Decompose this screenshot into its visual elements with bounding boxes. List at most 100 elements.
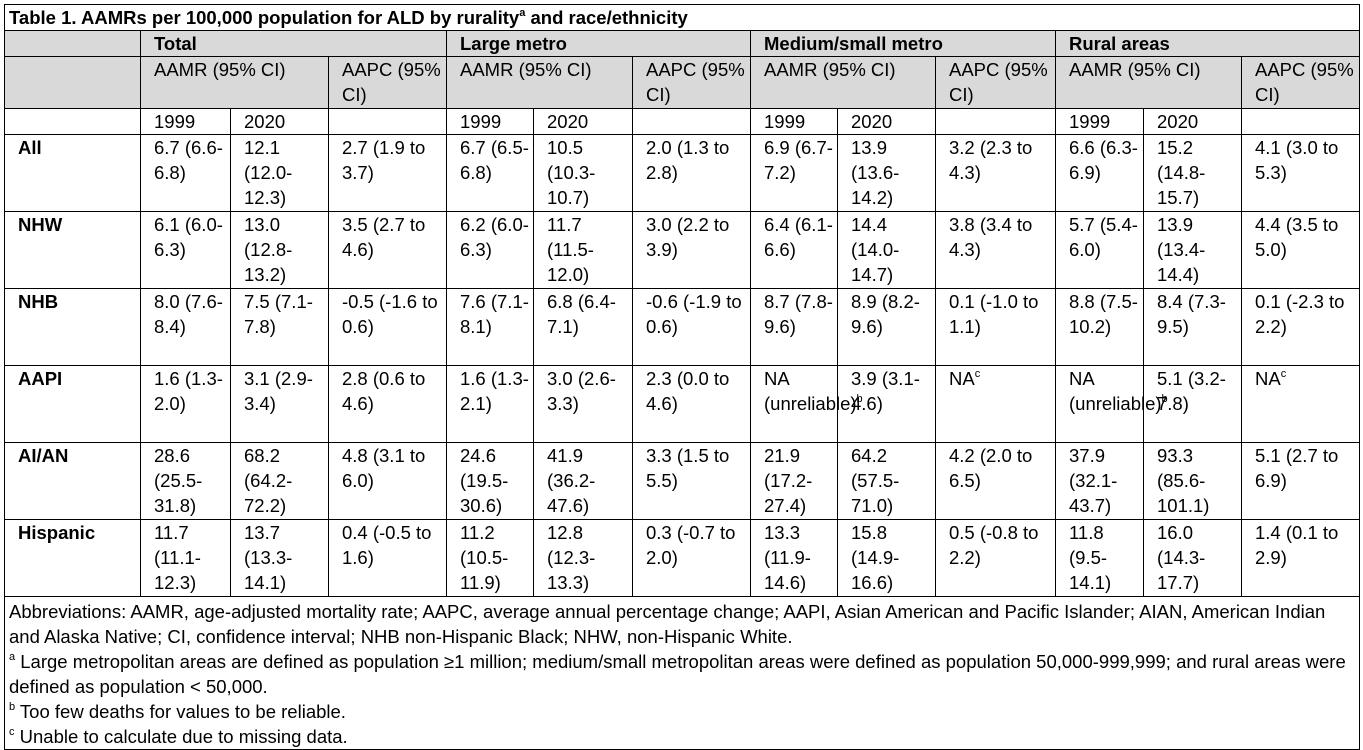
year-2020: 2020 — [230, 108, 329, 135]
footnote-a-text: Large metropolitan areas are defined as … — [9, 651, 1346, 697]
table-cell: 15.8 (14.9-16.6) — [837, 519, 936, 597]
table-cell: 8.7 (7.8-9.6) — [750, 288, 838, 366]
table-container: Table 1. AAMRs per 100,000 population fo… — [3, 4, 1361, 750]
table-cell: 6.4 (6.1-6.6) — [750, 211, 838, 289]
cell-value: 0.1 (-2.3 to 2.2) — [1255, 291, 1345, 337]
footnote-b-mark: b — [9, 700, 16, 713]
cell-value: -0.5 (-1.6 to 0.6) — [342, 291, 438, 337]
cell-value: 13.3 (11.9-14.6) — [764, 522, 811, 593]
table-cell: 21.9 (17.2-27.4) — [750, 442, 838, 520]
group-header-large-metro: Large metro — [446, 30, 751, 57]
cell-value: 6.7 (6.6-6.8) — [154, 137, 223, 183]
table-cell: NA (unreliable)b — [1055, 365, 1168, 443]
year-empty — [4, 108, 141, 135]
cell-value: 8.8 (7.5-10.2) — [1069, 291, 1138, 337]
table-cell: 13.0 (12.8-13.2) — [230, 211, 329, 289]
cell-value: 13.0 (12.8-13.2) — [244, 214, 293, 285]
cell-value: 1.6 (1.3-2.1) — [460, 368, 529, 414]
group-header-total: Total — [140, 30, 447, 57]
footnote-b-text: Too few deaths for values to be reliable… — [15, 701, 346, 722]
footnote-abbreviations: Abbreviations: AAMR, age-adjusted mortal… — [9, 601, 1326, 647]
cell-value: NA (unreliable) — [764, 368, 857, 414]
year-empty — [632, 108, 751, 135]
row-label: AAPI — [4, 365, 141, 443]
cell-value: 6.1 (6.0-6.3) — [154, 214, 223, 260]
cell-value: 5.7 (5.4-6.0) — [1069, 214, 1138, 260]
table-caption: Table 1. AAMRs per 100,000 population fo… — [3, 4, 1361, 31]
table-cell: 2.8 (0.6 to 4.6) — [328, 365, 447, 443]
table-cell: 7.5 (7.1-7.8) — [230, 288, 329, 366]
table-cell: 5.1 (3.2-7.8) — [1143, 365, 1242, 443]
year-2020: 2020 — [533, 108, 633, 135]
table-cell: 6.8 (6.4-7.1) — [533, 288, 633, 366]
cell-value: 3.5 (2.7 to 4.6) — [342, 214, 426, 260]
row-label: All — [4, 134, 141, 212]
table-cell: 2.7 (1.9 to 3.7) — [328, 134, 447, 212]
table-cell: 8.0 (7.6-8.4) — [140, 288, 231, 366]
table-cell: 8.8 (7.5-10.2) — [1055, 288, 1144, 366]
subheader-empty — [4, 56, 141, 109]
year-1999: 1999 — [140, 108, 231, 135]
table-cell: NAc — [935, 365, 1056, 443]
row-label: NHB — [4, 288, 141, 366]
table-row: AI/AN 28.6 (25.5-31.8) 68.2 (64.2-72.2) 4.8… — [4, 442, 1361, 520]
table-cell: 1.6 (1.3-2.0) — [140, 365, 231, 443]
year-1999: 1999 — [1055, 108, 1144, 135]
table-cell: 13.3 (11.9-14.6) — [750, 519, 838, 597]
cell-value: 68.2 (64.2-72.2) — [244, 445, 293, 516]
table-cell: 3.3 (1.5 to 5.5) — [632, 442, 751, 520]
table-cell: 5.7 (5.4-6.0) — [1055, 211, 1144, 289]
table-cell: 0.1 (-2.3 to 2.2) — [1240, 288, 1361, 366]
table-cell: 28.6 (25.5-31.8) — [140, 442, 231, 520]
table-cell: 3.0 (2.6-3.3) — [533, 365, 633, 443]
cell-value: 37.9 (32.1-43.7) — [1069, 445, 1118, 516]
table-cell: 3.2 (2.3 to 4.3) — [935, 134, 1056, 212]
table-cell: 4.4 (3.5 to 5.0) — [1240, 211, 1361, 289]
cell-value: 8.9 (8.2-9.6) — [851, 291, 920, 337]
table-cell: 10.5 (10.3-10.7) — [533, 134, 633, 212]
row-label: AI/AN — [4, 442, 141, 520]
cell-value: 14.4 (14.0-14.7) — [851, 214, 900, 285]
subheader-aamr: AAMR (95% CI) — [446, 56, 633, 109]
cell-value: 13.9 (13.4-14.4) — [1157, 214, 1206, 285]
table-cell: 3.9 (3.1-4.6) — [837, 365, 936, 443]
year-2020: 2020 — [837, 108, 936, 135]
table-cell: 3.8 (3.4 to 4.3) — [935, 211, 1056, 289]
cell-value: 12.1 (12.0-12.3) — [244, 137, 293, 208]
subheader-aamr: AAMR (95% CI) — [140, 56, 329, 109]
table-cell: 16.0 (14.3-17.7) — [1143, 519, 1242, 597]
table-cell: 3.0 (2.2 to 3.9) — [632, 211, 751, 289]
table-cell: 64.2 (57.5-71.0) — [837, 442, 936, 520]
subheader-aapc: AAPC (95% CI) — [328, 56, 447, 109]
subheader-aapc: AAPC (95% CI) — [632, 56, 751, 109]
footnote-c: c Unable to calculate due to missing dat… — [9, 724, 1355, 749]
cell-value: 8.0 (7.6-8.4) — [154, 291, 223, 337]
caption-text: Table 1. AAMRs per 100,000 population fo… — [9, 7, 520, 28]
table-cell: 2.0 (1.3 to 2.8) — [632, 134, 751, 212]
year-empty — [1240, 108, 1361, 135]
table-row: Hispanic 11.7 (11.1-12.3) 13.7 (13.3-14.1)… — [4, 519, 1361, 597]
table-cell: 0.1 (-1.0 to 1.1) — [935, 288, 1056, 366]
table-cell: 5.1 (2.7 to 6.9) — [1240, 442, 1361, 520]
cell-value: NA (unreliable) — [1069, 368, 1162, 414]
table-cell: 13.7 (13.3-14.1) — [230, 519, 329, 597]
cell-value: 3.3 (1.5 to 5.5) — [646, 445, 730, 491]
footnotes-cell: Abbreviations: AAMR, age-adjusted mortal… — [3, 596, 1361, 750]
table-cell: 1.4 (0.1 to 2.9) — [1240, 519, 1361, 597]
group-header-rural: Rural areas — [1054, 30, 1361, 57]
cell-footnote-mark: b — [856, 392, 863, 405]
cell-footnote-mark: b — [1161, 392, 1168, 405]
cell-footnote-mark: c — [974, 367, 981, 380]
table-cell: 6.1 (6.0-6.3) — [140, 211, 231, 289]
table-row: AAPI 1.6 (1.3-2.0) 3.1 (2.9-3.4) 2.8 (0.6 t… — [4, 365, 1361, 443]
footnote-b: b Too few deaths for values to be reliab… — [9, 699, 1355, 724]
table-cell: -0.5 (-1.6 to 0.6) — [328, 288, 447, 366]
year-row: 1999 2020 1999 2020 1999 2020 1999 2020 — [4, 108, 1361, 135]
year-empty — [935, 108, 1056, 135]
cell-value: 4.2 (2.0 to 6.5) — [949, 445, 1033, 491]
cell-value: 4.1 (3.0 to 5.3) — [1255, 137, 1339, 183]
table-cell: 4.1 (3.0 to 5.3) — [1240, 134, 1361, 212]
table-cell: 15.2 (14.8-15.7) — [1143, 134, 1242, 212]
table-cell: 93.3 (85.6-101.1) — [1143, 442, 1242, 520]
cell-value: 6.4 (6.1-6.6) — [764, 214, 833, 260]
